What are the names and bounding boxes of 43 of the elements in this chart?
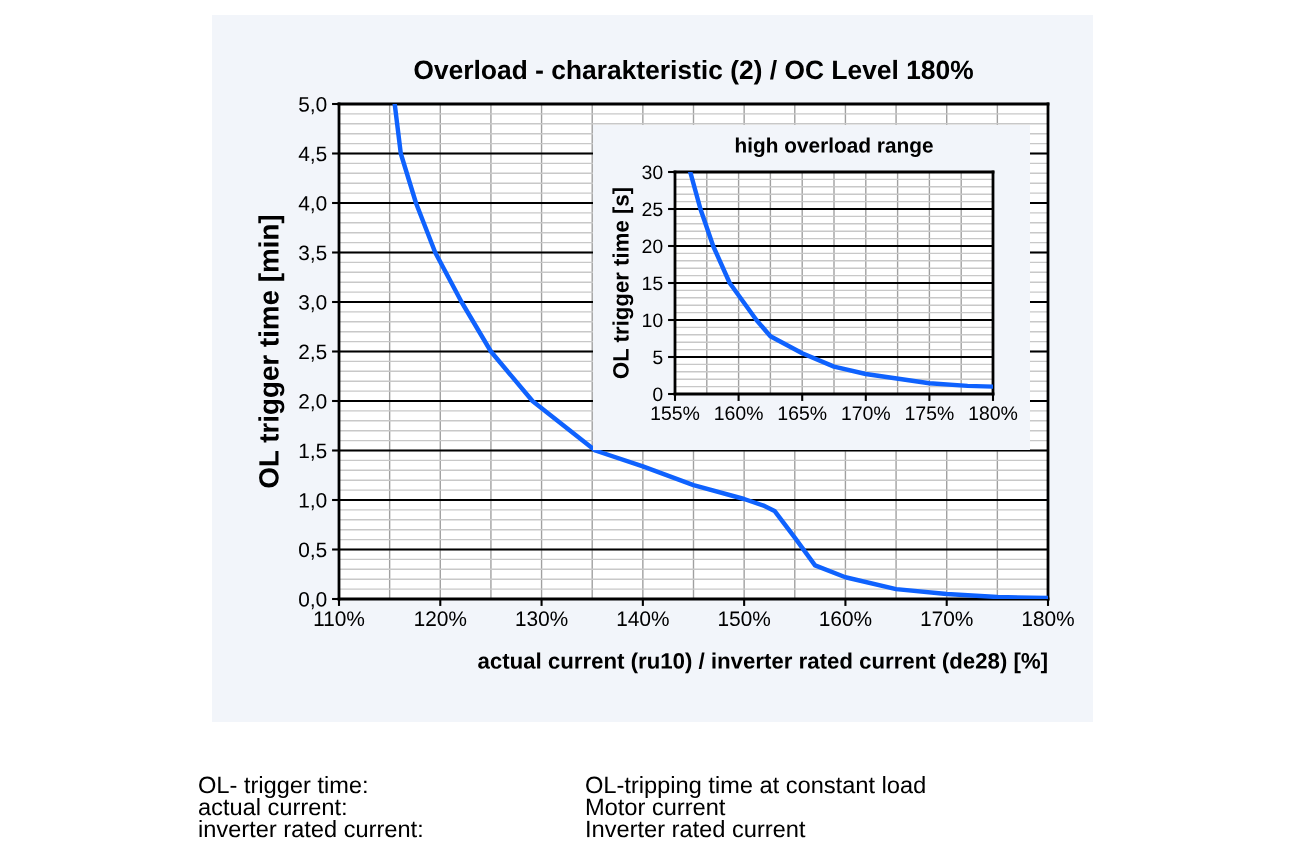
y-tick-label: 1,5 xyxy=(299,443,327,461)
y-axis-title: OL trigger time [min] xyxy=(258,215,285,488)
y-tick-label: 30 xyxy=(642,165,663,180)
y-tick-label: 4,0 xyxy=(298,196,327,214)
x-tick-label: 120% xyxy=(415,611,467,627)
y-tick-label: 0,5 xyxy=(299,542,327,560)
x-tick-label: 155% xyxy=(651,406,700,421)
chart-title: high overload range xyxy=(735,137,933,157)
y-tick-label: 2,5 xyxy=(299,344,327,362)
text: Motor current xyxy=(586,798,726,816)
y-tick-label: 5 xyxy=(653,350,663,365)
x-tick-label: 170% xyxy=(921,611,973,627)
text: Inverter rated current xyxy=(587,819,806,838)
x-tick-label: 170% xyxy=(842,406,890,421)
y-tick-label: 3,5 xyxy=(299,245,327,263)
x-tick-label: 180% xyxy=(1022,611,1074,627)
text: inverter rated current: xyxy=(199,819,422,838)
text: actual current: xyxy=(199,797,346,816)
x-tick-label: 130% xyxy=(516,611,568,627)
y-tick-label: 10 xyxy=(643,313,663,328)
x-tick-label: 140% xyxy=(617,611,669,627)
y-tick-label: 1,0 xyxy=(299,493,327,511)
text: OL- trigger time: xyxy=(199,775,367,799)
text: OL-tripping time at constant load xyxy=(586,775,925,799)
y-tick-label: 0,0 xyxy=(299,592,327,610)
x-tick-label: 160% xyxy=(715,406,763,421)
chart-title: Overload - charakteristic (2) / OC Level 180% xyxy=(414,59,973,85)
x-tick-label: 165% xyxy=(778,406,827,421)
x-tick-label: 110% xyxy=(314,611,365,627)
y-tick-label: 2,0 xyxy=(299,394,327,412)
y-tick-label: 5,0 xyxy=(299,97,327,115)
x-tick-label: 175% xyxy=(906,406,954,421)
y-tick-label: 15 xyxy=(643,276,663,291)
y-tick-label: 20 xyxy=(642,239,663,254)
x-tick-label: 160% xyxy=(820,611,872,627)
y-axis-title: OL trigger time [s] xyxy=(612,188,634,379)
y-tick-label: 4,5 xyxy=(298,146,327,164)
x-tick-label: 180% xyxy=(969,406,1018,421)
x-tick-label: 150% xyxy=(719,611,771,627)
y-tick-label: 3,0 xyxy=(299,295,327,313)
y-tick-label: 0 xyxy=(653,387,663,402)
x-axis-title: actual current (ru10) / inverter rated current (de28) [%] xyxy=(478,652,1047,674)
y-tick-label: 25 xyxy=(642,202,663,217)
